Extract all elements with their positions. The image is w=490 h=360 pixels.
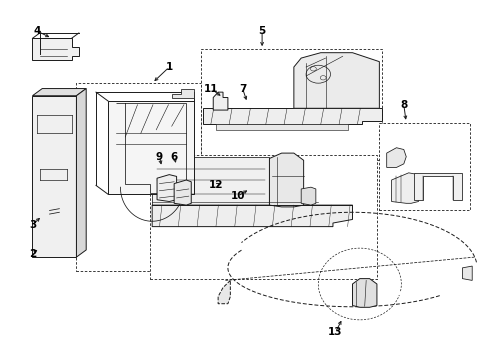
Polygon shape [352, 279, 377, 307]
Bar [150, 155, 377, 279]
Polygon shape [218, 280, 230, 304]
Bar [379, 123, 470, 211]
Polygon shape [216, 125, 347, 130]
Text: 2: 2 [29, 248, 36, 258]
Text: 13: 13 [328, 327, 343, 337]
Polygon shape [463, 266, 472, 280]
Polygon shape [32, 96, 76, 257]
Text: 3: 3 [29, 220, 36, 230]
Polygon shape [301, 187, 316, 205]
Polygon shape [294, 53, 379, 108]
Text: 11: 11 [203, 84, 218, 94]
Text: 4: 4 [34, 26, 41, 36]
Text: 5: 5 [259, 26, 266, 36]
Bar [76, 83, 201, 271]
Polygon shape [414, 173, 463, 200]
Text: 7: 7 [239, 84, 246, 94]
Polygon shape [152, 205, 352, 226]
Bar [201, 49, 382, 160]
Polygon shape [108, 101, 194, 194]
Text: 6: 6 [171, 152, 178, 162]
Polygon shape [392, 173, 418, 203]
Text: 9: 9 [156, 152, 163, 162]
Polygon shape [76, 89, 86, 257]
Polygon shape [387, 148, 406, 167]
Polygon shape [213, 92, 228, 110]
Polygon shape [157, 175, 176, 202]
Text: 8: 8 [400, 100, 407, 110]
Text: 1: 1 [166, 62, 173, 72]
Text: 12: 12 [208, 180, 223, 190]
Polygon shape [152, 157, 270, 205]
Polygon shape [32, 89, 86, 96]
Polygon shape [270, 153, 304, 207]
Polygon shape [174, 180, 191, 205]
Polygon shape [172, 89, 194, 98]
Text: 10: 10 [230, 191, 245, 201]
Polygon shape [32, 39, 79, 60]
Polygon shape [203, 108, 382, 125]
